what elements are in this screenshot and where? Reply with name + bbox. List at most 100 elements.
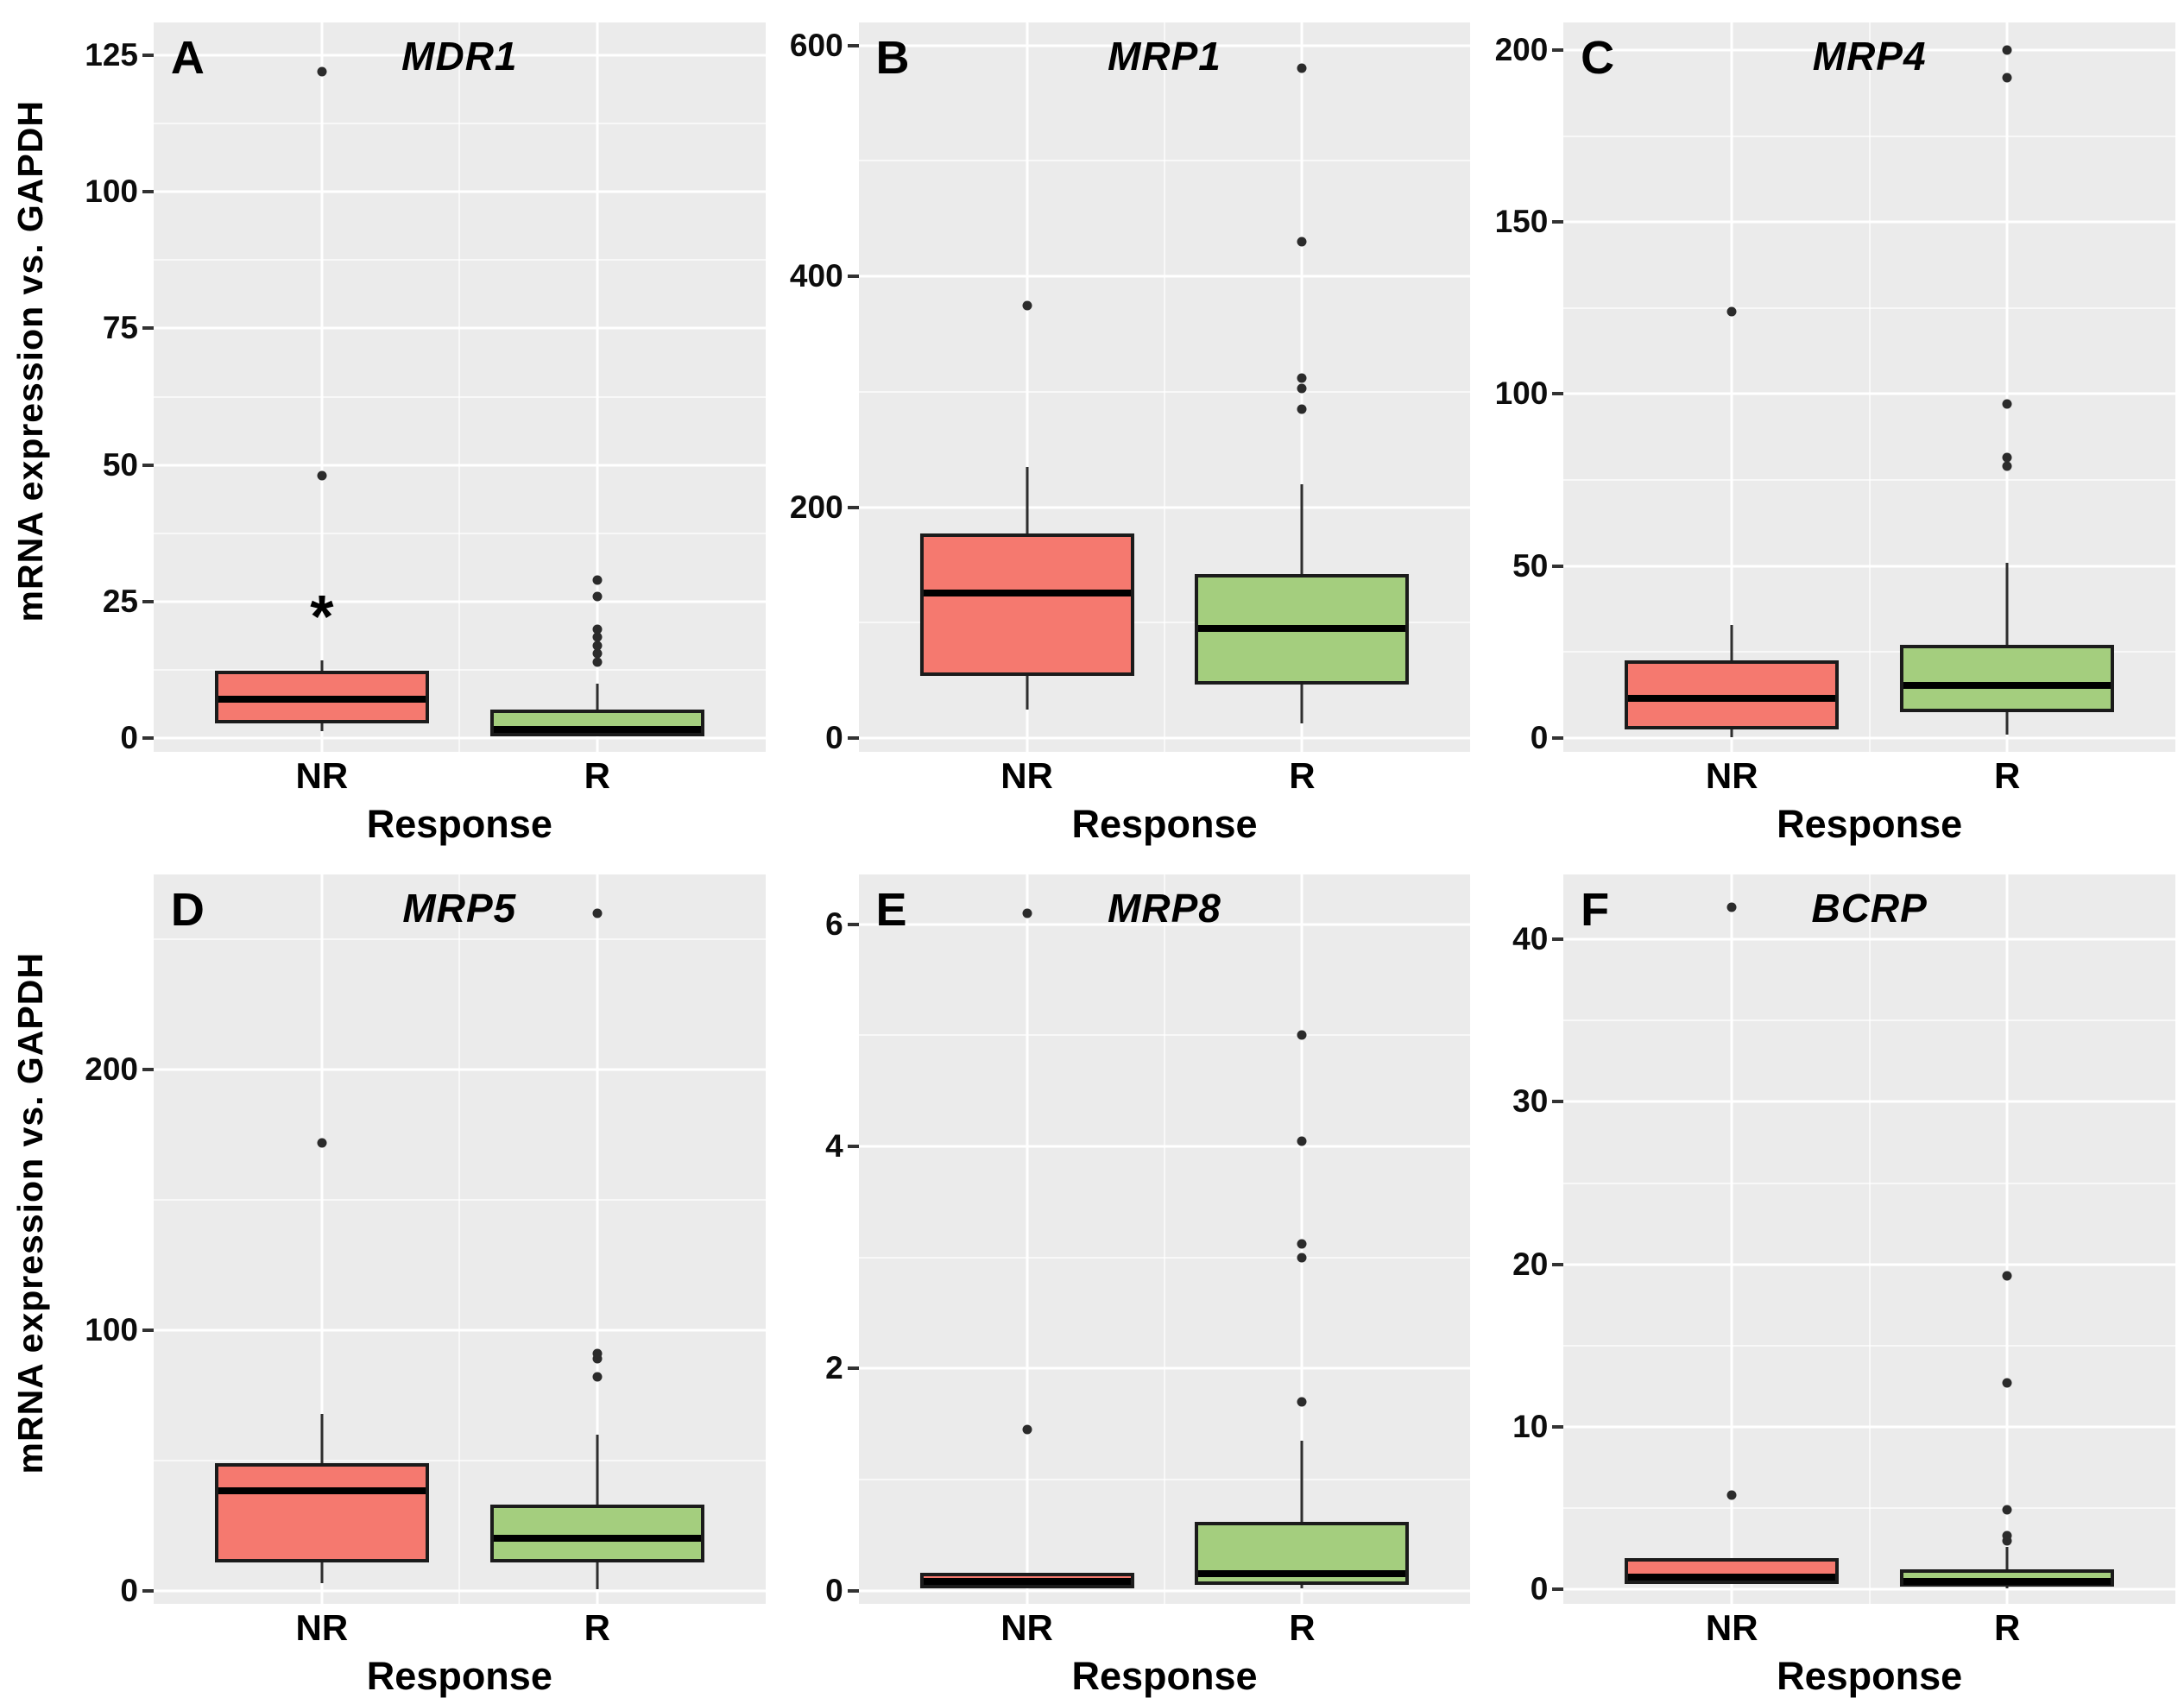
y-axis-gutter: 0 10 20 30 40 — [1484, 874, 1564, 1606]
minor-gridline-vertical — [458, 874, 461, 1604]
figure-row-top: mRNA expression vs. GAPDH 0 25 50 75 100 125 … — [0, 0, 2175, 852]
gene-title: MDR1 — [401, 34, 518, 79]
box-NR — [214, 670, 429, 724]
outlier-dot — [592, 657, 603, 667]
y-axis-gutter: 0 50 100 150 200 — [1484, 22, 1564, 755]
box-R — [1900, 645, 2115, 713]
minor-gridline-vertical — [1868, 22, 1871, 752]
outlier-dot — [317, 66, 327, 77]
box-R — [1900, 1569, 2115, 1587]
outlier-dot — [1297, 373, 1307, 383]
panel-A: 0 25 50 75 100 125 A MDR1 * NR R Response — [74, 0, 766, 852]
x-axis-title: Response — [1777, 1654, 1963, 1698]
minor-gridline-vertical — [1163, 22, 1165, 752]
outlier-dot — [2002, 1536, 2012, 1546]
x-tick-label-R: R — [1289, 755, 1316, 796]
outlier-dot — [592, 575, 603, 585]
x-tick-label-R: R — [1993, 755, 2021, 796]
plot-area: A MDR1 * — [154, 22, 766, 752]
y-tick-label: 150 — [1494, 204, 1549, 240]
figure-row-bottom: mRNA expression vs. GAPDH 0 100 200 D MRP5 … — [0, 852, 2184, 1704]
minor-gridline-vertical — [1868, 874, 1871, 1604]
y-tick-mark — [142, 736, 154, 741]
y-tick-mark — [142, 190, 154, 194]
y-tick-label: 400 — [789, 258, 843, 294]
x-axis-title: Response — [366, 1654, 552, 1698]
outlier-dot — [1297, 1253, 1307, 1263]
x-tick-row: NR R — [154, 752, 766, 798]
major-gridline-vertical — [1730, 22, 1733, 752]
outlier-dot — [1726, 306, 1737, 317]
y-tick-label: 0 — [1530, 720, 1549, 756]
y-tick-mark — [142, 1588, 154, 1593]
y-axis-gutter: 0 2 4 6 — [780, 874, 859, 1608]
outlier-dot — [2002, 1271, 2012, 1281]
major-gridline-vertical — [596, 22, 599, 752]
x-tick-label-NR: NR — [295, 1607, 349, 1648]
x-tick-label-NR: NR — [295, 755, 349, 796]
outlier-dot — [1022, 300, 1032, 311]
outlier-dot — [592, 624, 603, 634]
major-gridline-vertical — [1026, 22, 1029, 752]
x-tick-label-R: R — [1993, 1607, 2021, 1648]
plot-area: D MRP5 — [154, 874, 766, 1604]
y-tick-mark — [142, 326, 154, 331]
major-gridline-vertical — [320, 22, 324, 752]
x-tick-label-NR: NR — [1000, 1607, 1053, 1648]
outlier-dot — [1297, 404, 1307, 414]
outlier-dot — [317, 1138, 327, 1148]
median-line-R — [1198, 625, 1406, 632]
box-R — [1195, 574, 1410, 685]
median-line-NR — [923, 590, 1131, 597]
gene-title: MRP5 — [402, 886, 517, 931]
major-gridline-vertical — [2005, 22, 2009, 752]
y-tick-mark — [847, 43, 859, 47]
x-tick-label-NR: NR — [1705, 755, 1758, 796]
minor-gridline-vertical — [1163, 874, 1165, 1604]
y-axis-gutter: 0 100 200 — [74, 874, 154, 1608]
y-tick-mark — [1552, 1587, 1564, 1592]
y-tick-mark — [1552, 736, 1564, 741]
y-tick-mark — [142, 599, 154, 603]
x-tick-row: NR R — [1563, 752, 2175, 798]
y-tick-mark — [847, 1145, 859, 1149]
outlier-dot — [592, 641, 603, 651]
y-tick-label: 0 — [825, 1572, 843, 1608]
y-tick-mark — [1552, 937, 1564, 942]
y-tick-label: 10 — [1512, 1408, 1549, 1444]
box-R — [1195, 1521, 1410, 1586]
gene-title: MRP8 — [1108, 886, 1221, 931]
median-line-NR — [218, 1487, 426, 1495]
panel-letter: E — [875, 884, 907, 936]
median-line-R — [493, 725, 701, 733]
median-line-NR — [1628, 1574, 1836, 1581]
x-tick-label-R: R — [584, 755, 610, 796]
panel-letter: C — [1581, 32, 1615, 84]
median-line-R — [1198, 1569, 1406, 1577]
y-tick-label: 50 — [1512, 547, 1549, 584]
panel-letter: D — [170, 884, 205, 936]
y-tick-mark — [1552, 1424, 1564, 1429]
median-line-R — [1903, 682, 2111, 690]
y-tick-label: 200 — [1494, 31, 1549, 67]
outlier-dot — [317, 470, 327, 481]
outlier-dot — [592, 632, 603, 642]
gene-title: MRP4 — [1812, 34, 1927, 79]
major-gridline-vertical — [2005, 874, 2009, 1604]
y-tick-mark — [847, 735, 859, 740]
panel-letter: F — [1581, 884, 1610, 936]
gene-title: BCRP — [1811, 886, 1928, 931]
panel-E: 0 2 4 6 E MRP8 NR R Response — [780, 852, 1471, 1704]
plot-area: F BCRP — [1563, 874, 2175, 1604]
y-axis-title-row1: mRNA expression vs. GAPDH — [0, 0, 60, 852]
outlier-dot — [592, 1354, 603, 1364]
panel-C: 0 50 100 150 200 C MRP4 NR R Response — [1484, 0, 2175, 852]
y-tick-label: 100 — [85, 1312, 138, 1348]
y-tick-mark — [847, 1588, 859, 1593]
y-axis-gutter: 0 200 400 600 — [780, 22, 859, 755]
y-tick-label: 200 — [85, 1051, 138, 1088]
panel-D: 0 100 200 D MRP5 NR R Response — [74, 852, 766, 1704]
outlier-dot — [2002, 1378, 2012, 1388]
whisker-line-R — [1300, 1440, 1303, 1588]
panel-letter: B — [875, 32, 910, 84]
